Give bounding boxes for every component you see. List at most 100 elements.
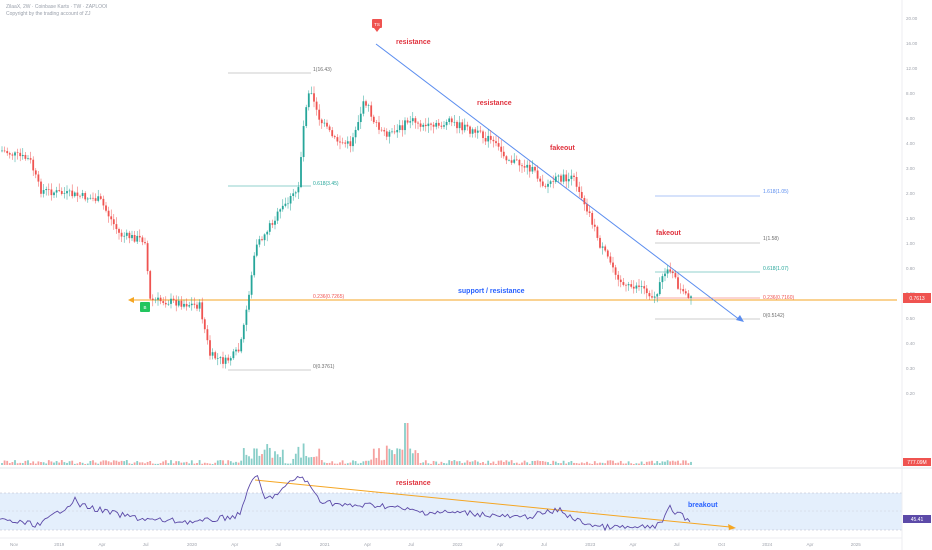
volume-bar: [536, 460, 539, 465]
volume-bar: [16, 463, 19, 465]
volume-bar: [307, 457, 310, 465]
candle-body: [89, 197, 92, 199]
candle-body: [534, 166, 536, 171]
candle-body: [354, 129, 357, 138]
volume-bar: [94, 462, 97, 465]
y-tick-label: 8.00: [906, 91, 915, 96]
candle-body: [684, 291, 687, 294]
volume-bar: [8, 463, 11, 465]
volume-bar: [635, 463, 638, 465]
volume-bar: [115, 460, 118, 465]
fib-right-label-0: 0(0.5142): [763, 313, 785, 319]
candle-body: [635, 285, 638, 289]
candle-body: [276, 211, 279, 221]
candle-body: [523, 166, 526, 168]
sell-marker[interactable]: TS: [372, 19, 382, 32]
candle-body: [578, 186, 581, 192]
volume-bar: [435, 461, 438, 465]
volume-bar: [638, 463, 640, 465]
annotation-rsi-resistance: resistance: [396, 480, 431, 487]
volume-bar: [500, 460, 503, 465]
volume-bar: [42, 462, 45, 465]
volume-bar: [201, 463, 204, 465]
candle-body: [396, 129, 399, 133]
volume-bar: [690, 461, 692, 465]
volume-bar: [14, 460, 16, 465]
candle-body: [224, 357, 227, 364]
volume-bar: [661, 461, 664, 465]
rsi-line: [0, 474, 691, 532]
chart-header-title: ZilaaX, 2W · Coinbase Karts · TW · ZAPLO…: [6, 4, 108, 10]
fib-left-label-0618: 0.618(3.45): [313, 181, 339, 187]
volume-bar: [216, 460, 219, 465]
candle-body: [60, 191, 63, 194]
candle-body: [404, 120, 406, 131]
candle-body: [279, 209, 282, 212]
volume-bar: [482, 462, 484, 465]
volume-bar: [560, 463, 562, 465]
price-axis[interactable]: 20.00 16.00 12.00 8.00 6.00 4.00 3.00 2.00 1.50 1…: [906, 16, 918, 396]
volume-bar: [232, 462, 235, 465]
candle-body: [424, 124, 427, 127]
volume-bar: [666, 460, 669, 465]
volume-bar: [476, 461, 479, 465]
candle-body: [664, 273, 666, 277]
candle-body: [570, 175, 573, 180]
candle-body: [211, 352, 214, 356]
volume-bar: [73, 463, 76, 465]
candle-body: [471, 129, 474, 134]
candle-body: [476, 130, 479, 133]
candle-body: [401, 125, 404, 131]
candle-body: [687, 293, 690, 298]
candle-body: [53, 192, 55, 196]
time-axis[interactable]: Nov 2019 Apr Jul 2020 Apr Jul 2021 Apr Jul 2022 Apr…: [10, 542, 861, 547]
volume-bar: [341, 460, 344, 465]
candle-body: [565, 174, 568, 182]
annotation-breakout: breakout: [688, 502, 718, 509]
support-arrowhead: [128, 297, 134, 303]
trendline[interactable]: [375, 43, 741, 321]
candle-body: [66, 191, 68, 194]
volume-bar: [318, 448, 321, 465]
volume-bar: [146, 461, 149, 465]
volume-bar: [138, 462, 141, 465]
volume-bar: [541, 461, 544, 465]
volume-bar: [274, 451, 276, 465]
candle-body: [487, 135, 490, 142]
candle-body: [544, 185, 547, 187]
candle-body: [16, 152, 19, 154]
volume-bar: [281, 449, 284, 465]
volume-bar: [141, 462, 144, 465]
volume-bar: [406, 423, 409, 465]
candle-body: [632, 286, 635, 289]
buy-marker[interactable]: B: [140, 302, 150, 312]
volume-bar: [489, 463, 492, 465]
candle-body: [76, 192, 79, 196]
volume-bar: [323, 462, 326, 465]
candle-body: [385, 131, 388, 137]
candle-body: [435, 122, 438, 127]
candle-body: [580, 191, 583, 199]
volume-bar: [333, 463, 336, 465]
volume-bar: [622, 463, 625, 465]
fib-right-label-0618: 0.618(1.07): [763, 266, 789, 272]
candle-body: [162, 301, 165, 303]
volume-bar: [224, 463, 227, 465]
volume-bar: [445, 463, 448, 465]
candle-body: [19, 152, 22, 157]
candle-body: [289, 195, 292, 204]
y-tick-label: 1.00: [906, 241, 915, 246]
candle-body: [521, 165, 523, 167]
volume-bar: [268, 447, 271, 465]
fib-left-label-0236: 0.236(0.7265): [313, 294, 344, 300]
volume-bar: [617, 462, 620, 465]
candle-body: [508, 160, 510, 161]
volume-bar: [47, 460, 50, 465]
volume-bar: [385, 445, 388, 465]
volume-bar: [523, 460, 526, 465]
candle-body: [341, 142, 344, 144]
rsi-trendline[interactable]: [254, 479, 731, 528]
volume-bar: [292, 458, 295, 465]
volume-bar: [71, 460, 74, 465]
